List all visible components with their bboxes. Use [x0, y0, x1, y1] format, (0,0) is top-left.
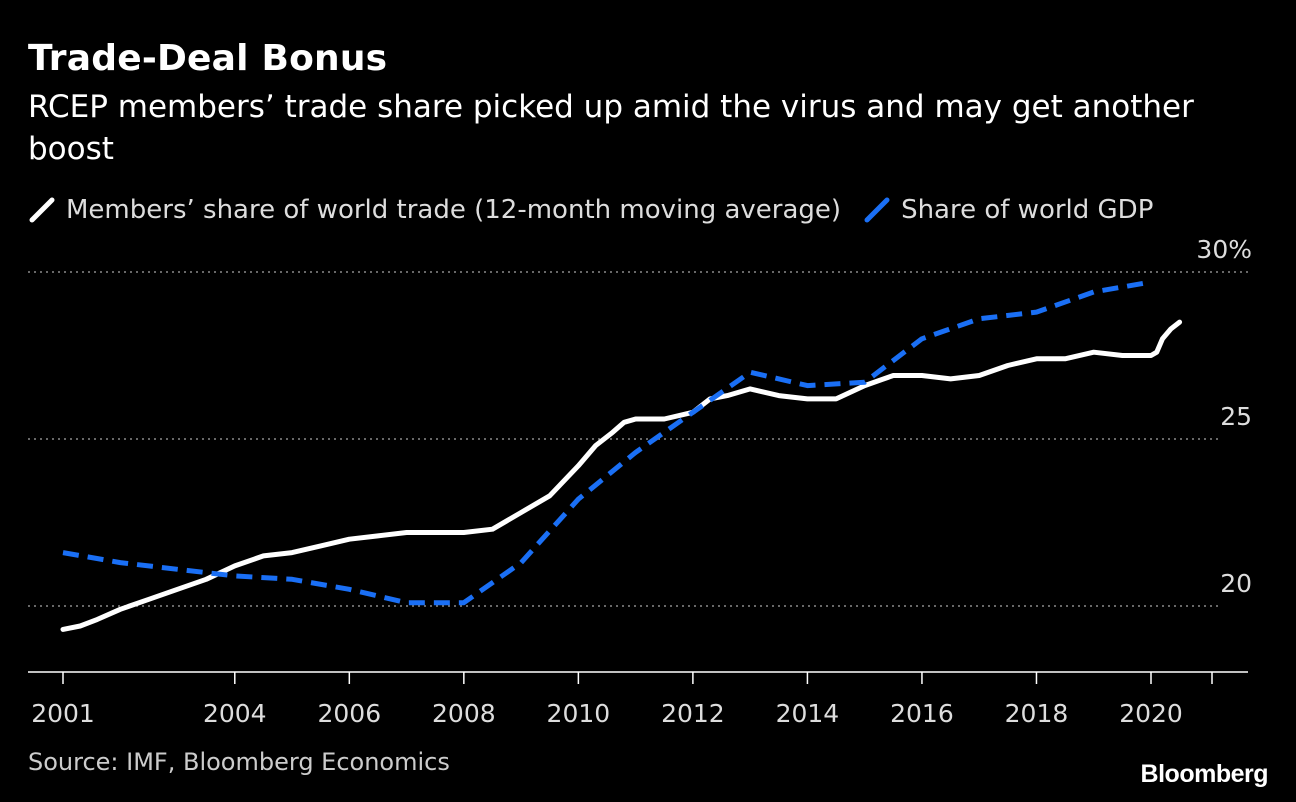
legend-swatch-trade [29, 197, 55, 223]
x-tick-label-2020: 2020 [1119, 699, 1183, 728]
source-note: Source: IMF, Bloomberg Economics [28, 748, 450, 776]
chart-title: Trade-Deal Bonus [28, 38, 388, 79]
x-tick-label-2018: 2018 [1005, 699, 1069, 728]
bloomberg-logo: Bloomberg [1140, 760, 1269, 788]
x-tick-label-2010: 2010 [547, 699, 611, 728]
series-line-gdp [62, 279, 1152, 606]
legend-label-trade: Members’ share of world trade (12-month … [66, 195, 842, 225]
x-tick-label-2008: 2008 [432, 699, 496, 728]
x-tick-label-2014: 2014 [776, 699, 840, 728]
x-tick-label-2016: 2016 [890, 699, 954, 728]
x-tick-label-2004: 2004 [203, 699, 267, 728]
series-line-trade [60, 319, 1183, 632]
x-tick-label-2001: 2001 [31, 699, 95, 728]
y-tick-label-25: 25 [1220, 402, 1252, 431]
legend-swatch-gdp [864, 197, 890, 223]
x-tick-label-2006: 2006 [318, 699, 382, 728]
legend-item-trade: Members’ share of world trade (12-month … [28, 195, 841, 225]
legend-item-gdp: Share of world GDP [863, 195, 1153, 225]
y-tick-label-20: 20 [1220, 569, 1252, 598]
x-tick-label-2012: 2012 [661, 699, 725, 728]
legend: Members’ share of world trade (12-month … [28, 192, 1175, 228]
y-tick-label-30: 30% [1196, 235, 1252, 264]
legend-label-gdp: Share of world GDP [901, 195, 1154, 225]
chart-subtitle: RCEP members’ trade share picked up amid… [28, 89, 1194, 167]
